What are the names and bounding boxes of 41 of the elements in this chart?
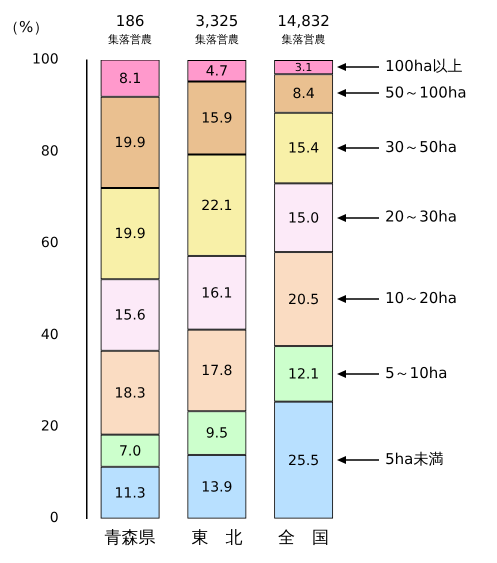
x-tick-label: 東 北 xyxy=(191,528,242,548)
data-label: 11.3 xyxy=(114,485,146,502)
x-tick-label: 青森県 xyxy=(104,528,156,548)
y-tick-label: 0 xyxy=(50,510,59,526)
y-tick-label: 80 xyxy=(40,143,59,160)
data-label: 9.5 xyxy=(206,426,228,442)
data-label: 22.1 xyxy=(201,198,232,214)
data-label: 4.7 xyxy=(206,63,228,80)
data-label: 8.4 xyxy=(292,86,315,102)
x-tick-label: 全 国 xyxy=(278,528,330,548)
data-label: 16.1 xyxy=(201,285,232,302)
text: 20～30ha xyxy=(385,208,457,226)
text: 100ha以上 xyxy=(385,57,462,75)
text: 3,325 集落営農 xyxy=(194,12,239,46)
text: 5～10ha xyxy=(385,364,448,382)
text: 50～100ha xyxy=(385,83,467,102)
data-label: 13.9 xyxy=(201,479,232,496)
data-label: 19.9 xyxy=(114,134,146,151)
text: 10～20ha xyxy=(385,289,457,308)
data-label: 15.4 xyxy=(288,140,320,157)
data-label: 3.1 xyxy=(294,60,312,74)
data-label: 8.1 xyxy=(118,70,142,87)
data-label: 20.5 xyxy=(288,292,320,308)
text: 14,832 集落営農 xyxy=(277,12,330,46)
text: 30～50ha xyxy=(385,138,457,156)
data-label: 25.5 xyxy=(288,452,320,469)
y-tick-label: 20 xyxy=(40,418,59,435)
data-label: 15.0 xyxy=(288,210,320,226)
data-label: 18.3 xyxy=(114,385,146,402)
text: 186 集落営農 xyxy=(108,12,152,46)
y-tick-label: 100 xyxy=(32,52,59,68)
data-label: 17.8 xyxy=(201,363,232,380)
y-tick-label: 40 xyxy=(40,326,59,343)
data-label: 12.1 xyxy=(288,366,320,383)
y-axis-title: （%） xyxy=(4,18,48,36)
data-label: 7.0 xyxy=(118,443,142,460)
data-label: 15.6 xyxy=(114,308,146,324)
text: 5ha未満 xyxy=(385,450,444,468)
data-label: 19.9 xyxy=(114,226,146,242)
data-label: 15.9 xyxy=(201,110,232,127)
y-tick-label: 60 xyxy=(40,235,59,252)
